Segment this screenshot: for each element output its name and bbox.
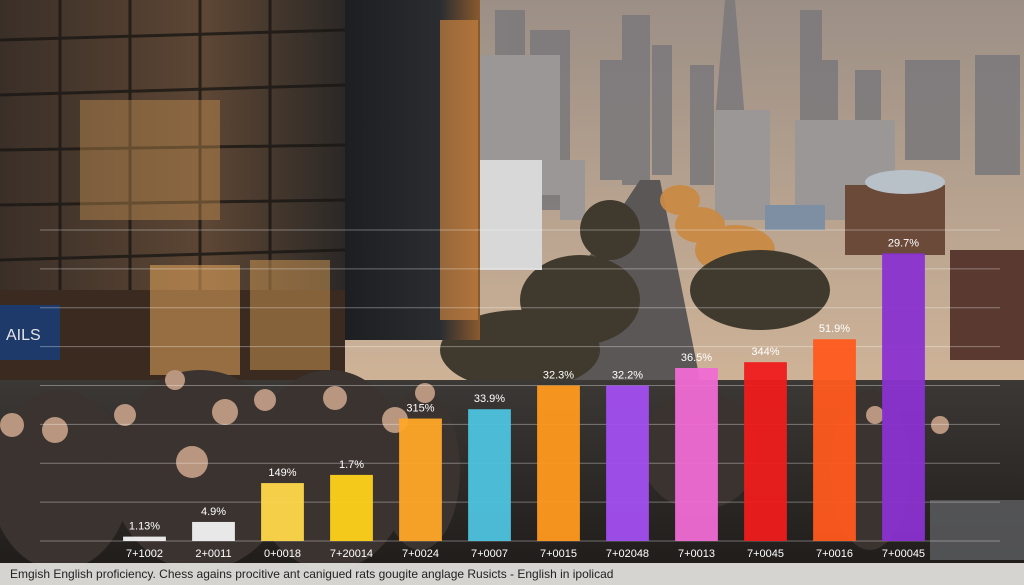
bar-10: [744, 362, 787, 541]
bar-12: [882, 253, 925, 541]
x-tick-label-8: 7+02048: [606, 548, 649, 560]
bar-5: [399, 418, 442, 541]
x-tick-label-10: 7+0045: [747, 548, 784, 560]
x-tick-label-4: 7+20014: [330, 548, 373, 560]
x-tick-label-2: 2+0011: [195, 548, 231, 560]
bar-11: [813, 339, 856, 541]
x-tick-label-5: 7+0024: [402, 548, 439, 560]
value-label-2: 4.9%: [201, 506, 226, 518]
x-tick-label-6: 7+0007: [471, 548, 508, 560]
storefront-sign: AILS: [6, 327, 41, 344]
chart-value-labels: 1.13% 4.9% 149% 1.7% 315% 33.9% 32.3% 32.2% 36.5…: [129, 237, 919, 532]
value-label-8: 32.2%: [612, 370, 643, 382]
value-label-9: 36.5%: [681, 352, 712, 364]
x-tick-label-12: 7+00045: [882, 548, 925, 560]
bar-4: [330, 474, 373, 541]
value-label-4: 1.7%: [339, 459, 364, 471]
chart-gridlines: [40, 229, 1000, 542]
x-tick-label-11: 7+0016: [816, 548, 853, 560]
bar-8: [606, 385, 649, 541]
chart-bars: [123, 253, 925, 541]
x-tick-label-7: 7+0015: [540, 548, 577, 560]
x-tick-label-3: 0+0018: [264, 548, 301, 560]
x-tick-label-1: 7+1002: [126, 548, 163, 560]
bar-9: [675, 368, 718, 541]
chart-caption: Emgish English proficiency. Chess agains…: [0, 563, 1024, 585]
value-label-7: 32.3%: [543, 370, 574, 382]
value-label-6: 33.9%: [474, 393, 505, 405]
value-label-12: 29.7%: [888, 237, 919, 249]
value-label-1: 1.13%: [129, 521, 160, 533]
chart-x-tick-labels: 7+1002 2+0011 0+0018 7+20014 7+0024 7+0007 7+0…: [126, 548, 925, 560]
value-label-3: 149%: [268, 467, 296, 479]
bar-3: [261, 483, 304, 541]
bar-1: [123, 536, 166, 541]
bar-2: [192, 521, 235, 541]
bar-6: [468, 409, 511, 541]
x-tick-label-9: 7+0013: [678, 548, 715, 560]
bar-7: [537, 385, 580, 541]
value-label-11: 51.9%: [819, 323, 850, 335]
value-label-5: 315%: [406, 403, 434, 415]
value-label-10: 344%: [751, 346, 779, 358]
